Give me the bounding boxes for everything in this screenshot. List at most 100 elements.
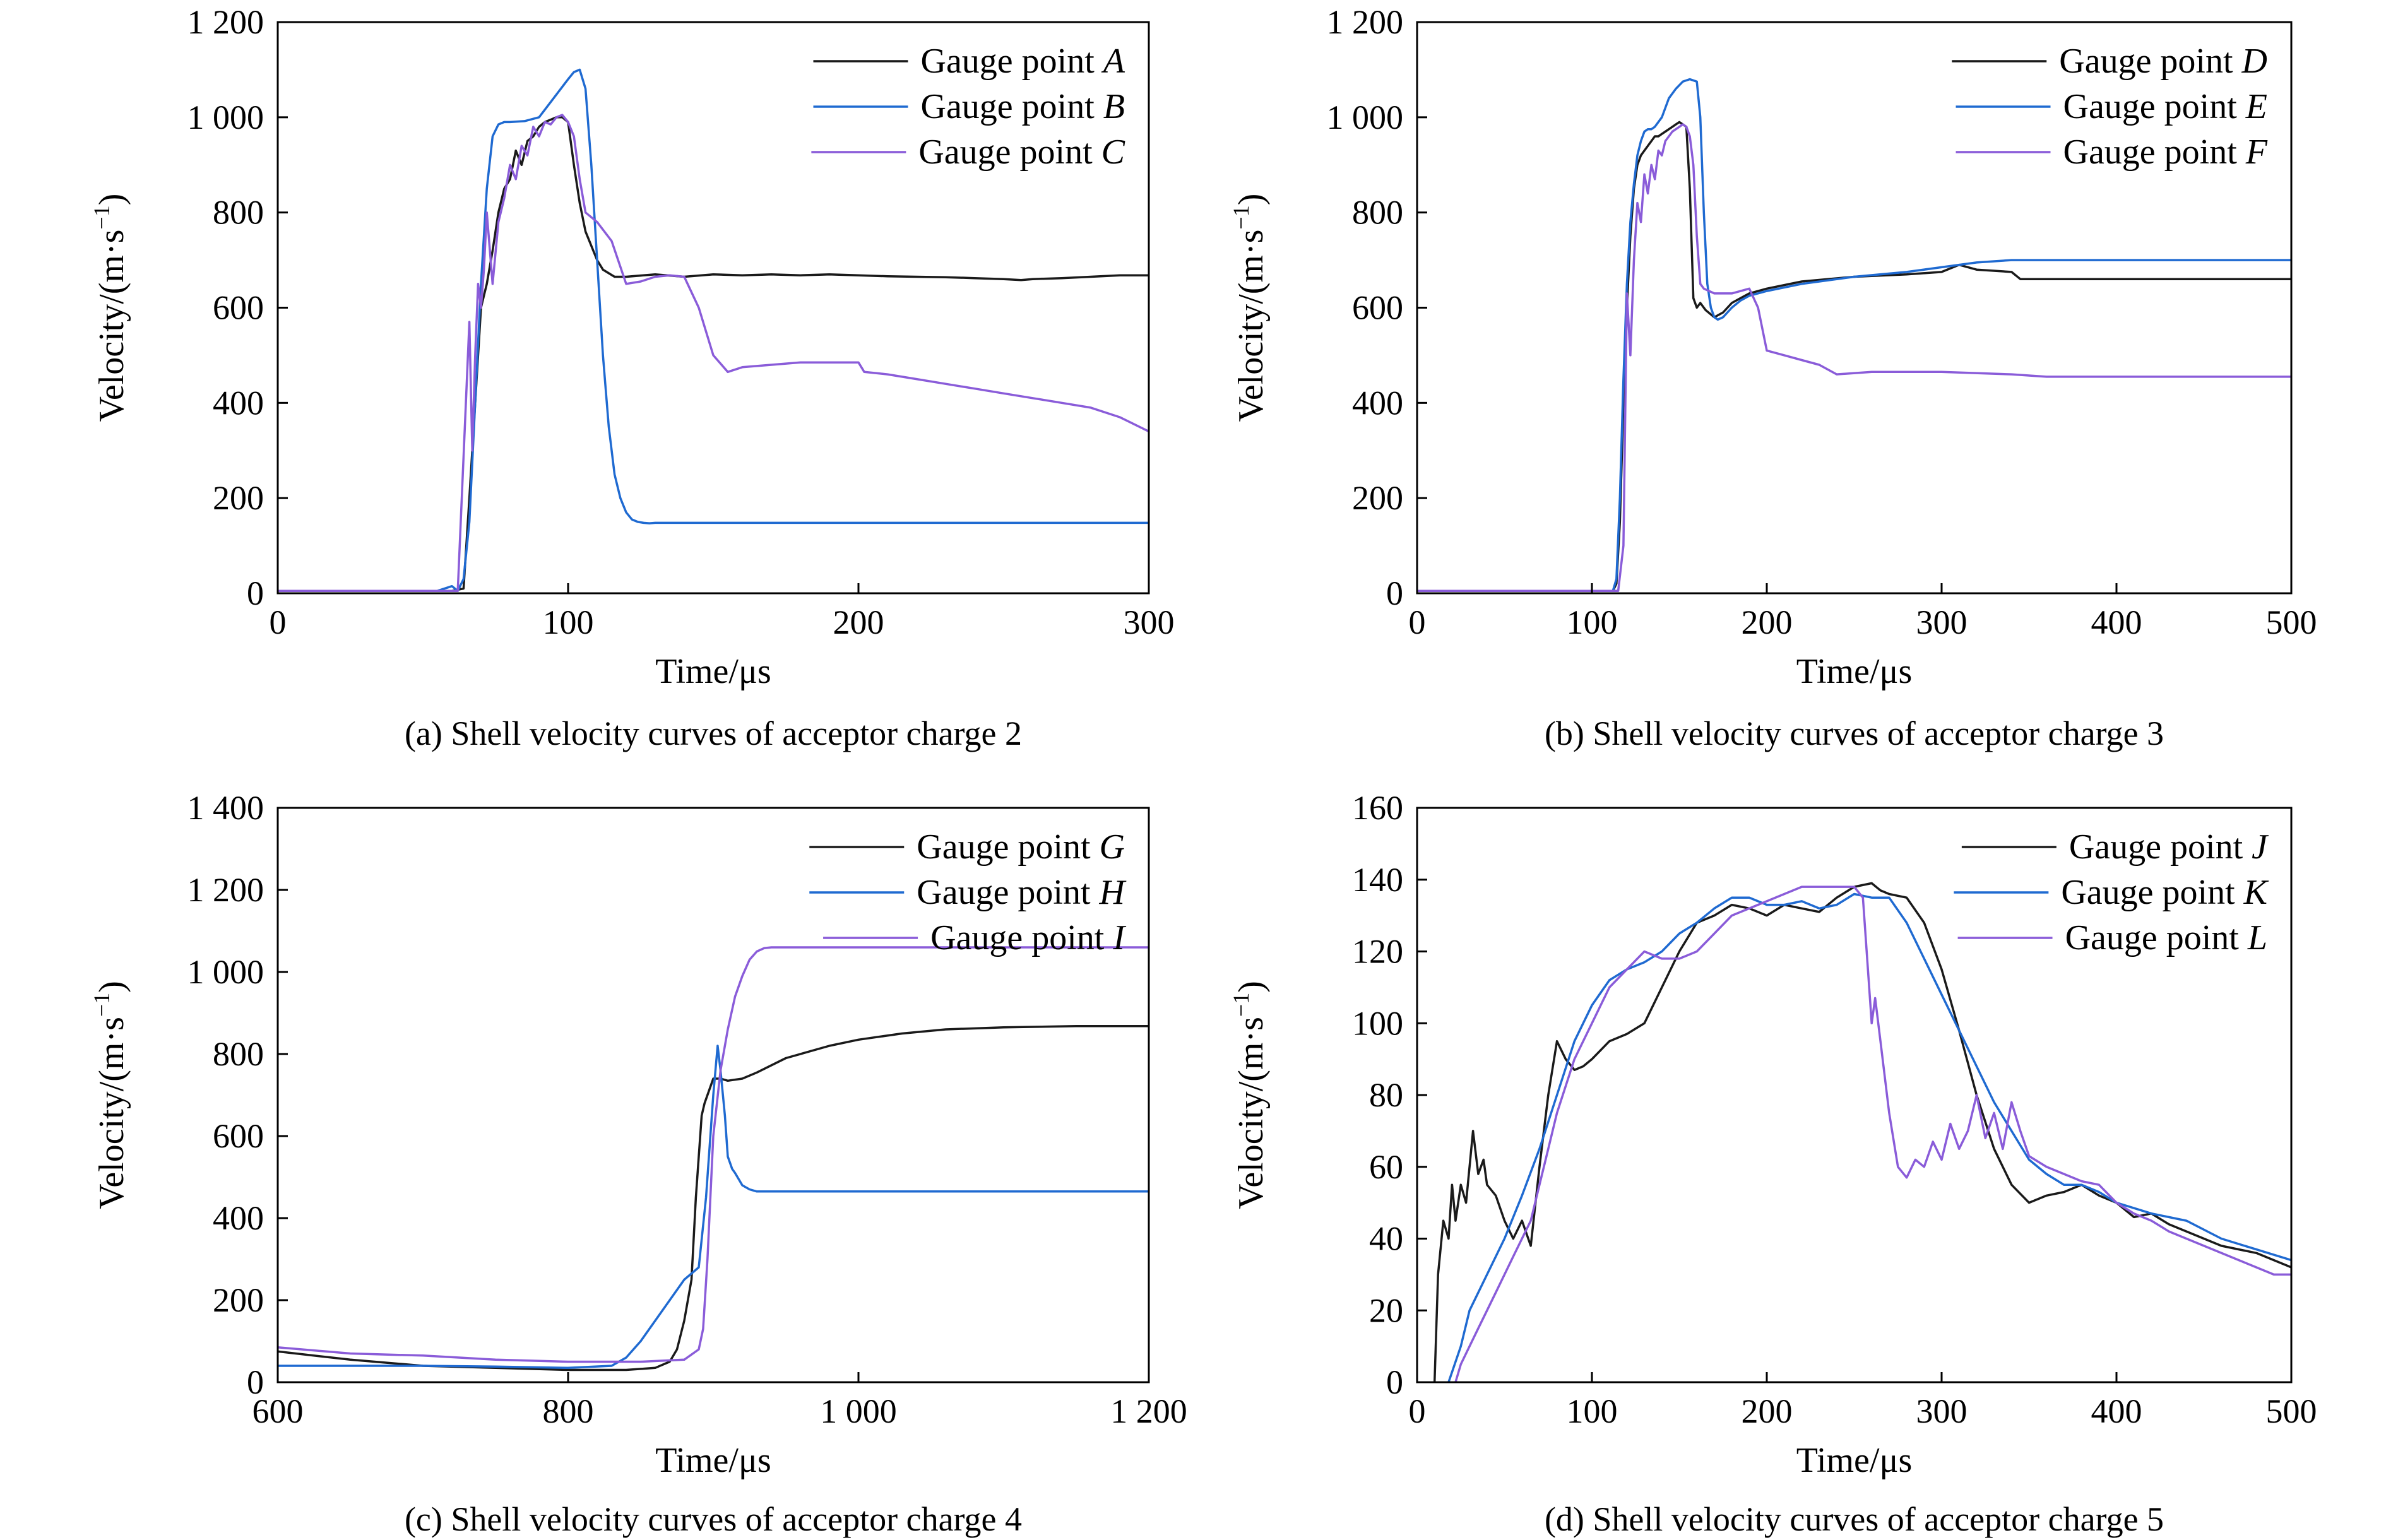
legend-series-name: F (2245, 133, 2268, 172)
x-tick-label: 100 (1567, 1392, 1618, 1430)
x-tick-label: 300 (1124, 603, 1175, 641)
x-tick-label: 0 (1409, 603, 1426, 641)
y-tick-label: 1 000 (187, 953, 264, 991)
x-tick-label: 1 000 (820, 1392, 897, 1430)
chart-panel-c: 600 800 1 000 1 200 0 200 400 600 800 1 000 1 200 1… (89, 789, 1187, 1538)
y-tick-label: 160 (1352, 789, 1403, 827)
legend-label-D: Gauge point D (2059, 42, 2267, 81)
y-axis-label: Velocity/(m·s−1) (89, 194, 131, 422)
chart-caption: (d) Shell velocity curves of acceptor ch… (1545, 1500, 2164, 1538)
y-tick-label: 140 (1352, 861, 1403, 899)
series-line-K (1447, 892, 2291, 1382)
y-axis-label-close: ) (1232, 981, 1271, 993)
legend-label-K: Gauge point K (2061, 873, 2269, 912)
series-line-H (278, 1045, 1149, 1370)
legend-series-name: E (2245, 87, 2267, 126)
y-tick-label: 1 400 (187, 789, 264, 827)
legend-label-B: Gauge point B (921, 87, 1125, 126)
legend-prefix: Gauge point (2069, 827, 2252, 867)
x-tick-label: 0 (270, 603, 287, 641)
y-axis-label: Velocity/(m·s−1) (1228, 194, 1271, 422)
series-line-B (278, 68, 1149, 592)
legend-series-name: L (2247, 918, 2267, 957)
x-axis-label: Time/μs (1796, 652, 1913, 691)
y-tick-label: 800 (213, 194, 264, 232)
y-tick-label: 1 200 (187, 871, 264, 909)
legend-series-name: H (1099, 873, 1127, 912)
y-axis-label-main: Velocity/(m·s (92, 1017, 131, 1209)
x-tick-label: 300 (1916, 1392, 1968, 1430)
chart-panel-b: 0 100 200 300 400 500 0 200 400 600 800 1 000 1 200 T… (1228, 3, 2317, 752)
chart-panel-d: 0 100 200 300 400 500 20 40 60 80 100 120 140 160 0 Tim… (1228, 789, 2317, 1538)
y-tick-label: 400 (213, 1199, 264, 1237)
x-tick-label: 300 (1916, 603, 1968, 641)
y-tick-label: 0 (247, 1363, 264, 1401)
x-tick-label: 400 (2091, 603, 2142, 641)
legend-prefix: Gauge point (917, 873, 1099, 912)
x-tick-label: 1 200 (1110, 1392, 1187, 1430)
legend-label-L: Gauge point L (2065, 918, 2267, 957)
y-tick-label: 200 (213, 1281, 264, 1319)
series-line-C (278, 114, 1149, 592)
y-axis-label-sup: −1 (1228, 205, 1254, 229)
y-tick-label: 40 (1369, 1220, 1403, 1258)
y-axis-label: Velocity/(m·s−1) (89, 981, 131, 1209)
series-line-A (278, 116, 1149, 592)
plot-frame (276, 807, 1150, 1383)
legend-prefix: Gauge point (921, 87, 1103, 126)
y-tick-label: 200 (1352, 479, 1403, 517)
x-tick-label: 500 (2266, 1392, 2317, 1430)
legend-prefix: Gauge point (930, 918, 1113, 957)
y-tick-label: 0 (1386, 574, 1403, 612)
y-tick-label: 1 200 (1327, 3, 1404, 41)
legend-series-name: K (2243, 873, 2269, 912)
legend-series-name: B (1103, 87, 1125, 126)
legend-label-G: Gauge point G (917, 827, 1125, 867)
legend-label-E: Gauge point E (2063, 87, 2268, 126)
x-tick-label: 500 (2266, 603, 2317, 641)
y-tick-label: 1 000 (187, 98, 264, 136)
legend-series-name: D (2241, 42, 2267, 81)
series-line-E (1417, 78, 2291, 592)
y-tick-label: 120 (1352, 933, 1403, 971)
legend-prefix: Gauge point (2061, 873, 2243, 912)
legend-label-F: Gauge point F (2063, 133, 2268, 172)
legend-label-J: Gauge point J (2069, 827, 2269, 867)
series-line-J (1433, 882, 2291, 1382)
x-tick-label: 100 (543, 603, 594, 641)
x-tick-label: 200 (1742, 603, 1793, 641)
y-tick-label: 1 000 (1327, 98, 1404, 136)
chart-panel-a: 0 100 200 300 0 200 400 600 800 1 000 1 200 Time/μs… (89, 3, 1175, 752)
y-tick-label: 600 (213, 289, 264, 327)
legend-series-name: I (1112, 918, 1126, 957)
x-axis-label: Time/μs (655, 652, 771, 691)
y-tick-label: 600 (213, 1117, 264, 1155)
x-tick-label: 100 (1567, 603, 1618, 641)
legend-prefix: Gauge point (2063, 133, 2246, 172)
series-line-I (278, 946, 1149, 1363)
x-tick-label: 800 (543, 1392, 594, 1430)
x-tick-label: 200 (1742, 1392, 1793, 1430)
legend-series-name: J (2252, 827, 2269, 867)
y-tick-label: 400 (213, 384, 264, 422)
legend-series-name: G (1100, 827, 1125, 867)
series-line-F (1417, 123, 2291, 592)
y-tick-label: 200 (213, 479, 264, 517)
y-axis-label: Velocity/(m·s−1) (1228, 981, 1271, 1209)
legend-label-A: Gauge point A (921, 42, 1125, 81)
y-tick-label: 1 200 (187, 3, 264, 41)
y-axis-label-main: Velocity/(m·s (1232, 1017, 1271, 1209)
legend-prefix: Gauge point (2065, 918, 2248, 957)
y-axis-label-sup: −1 (89, 205, 114, 229)
chart-caption: (b) Shell velocity curves of acceptor ch… (1545, 714, 2164, 752)
x-tick-label: 600 (252, 1392, 304, 1430)
x-axis-label: Time/μs (655, 1441, 771, 1480)
y-tick-label: 800 (1352, 194, 1403, 232)
y-axis-label-sup: −1 (89, 993, 114, 1017)
legend-series-name: A (1101, 42, 1125, 81)
legend-prefix: Gauge point (918, 133, 1101, 172)
x-tick-label: 400 (2091, 1392, 2142, 1430)
chart-caption: (a) Shell velocity curves of acceptor ch… (405, 714, 1022, 752)
series-line-G (278, 1025, 1149, 1371)
